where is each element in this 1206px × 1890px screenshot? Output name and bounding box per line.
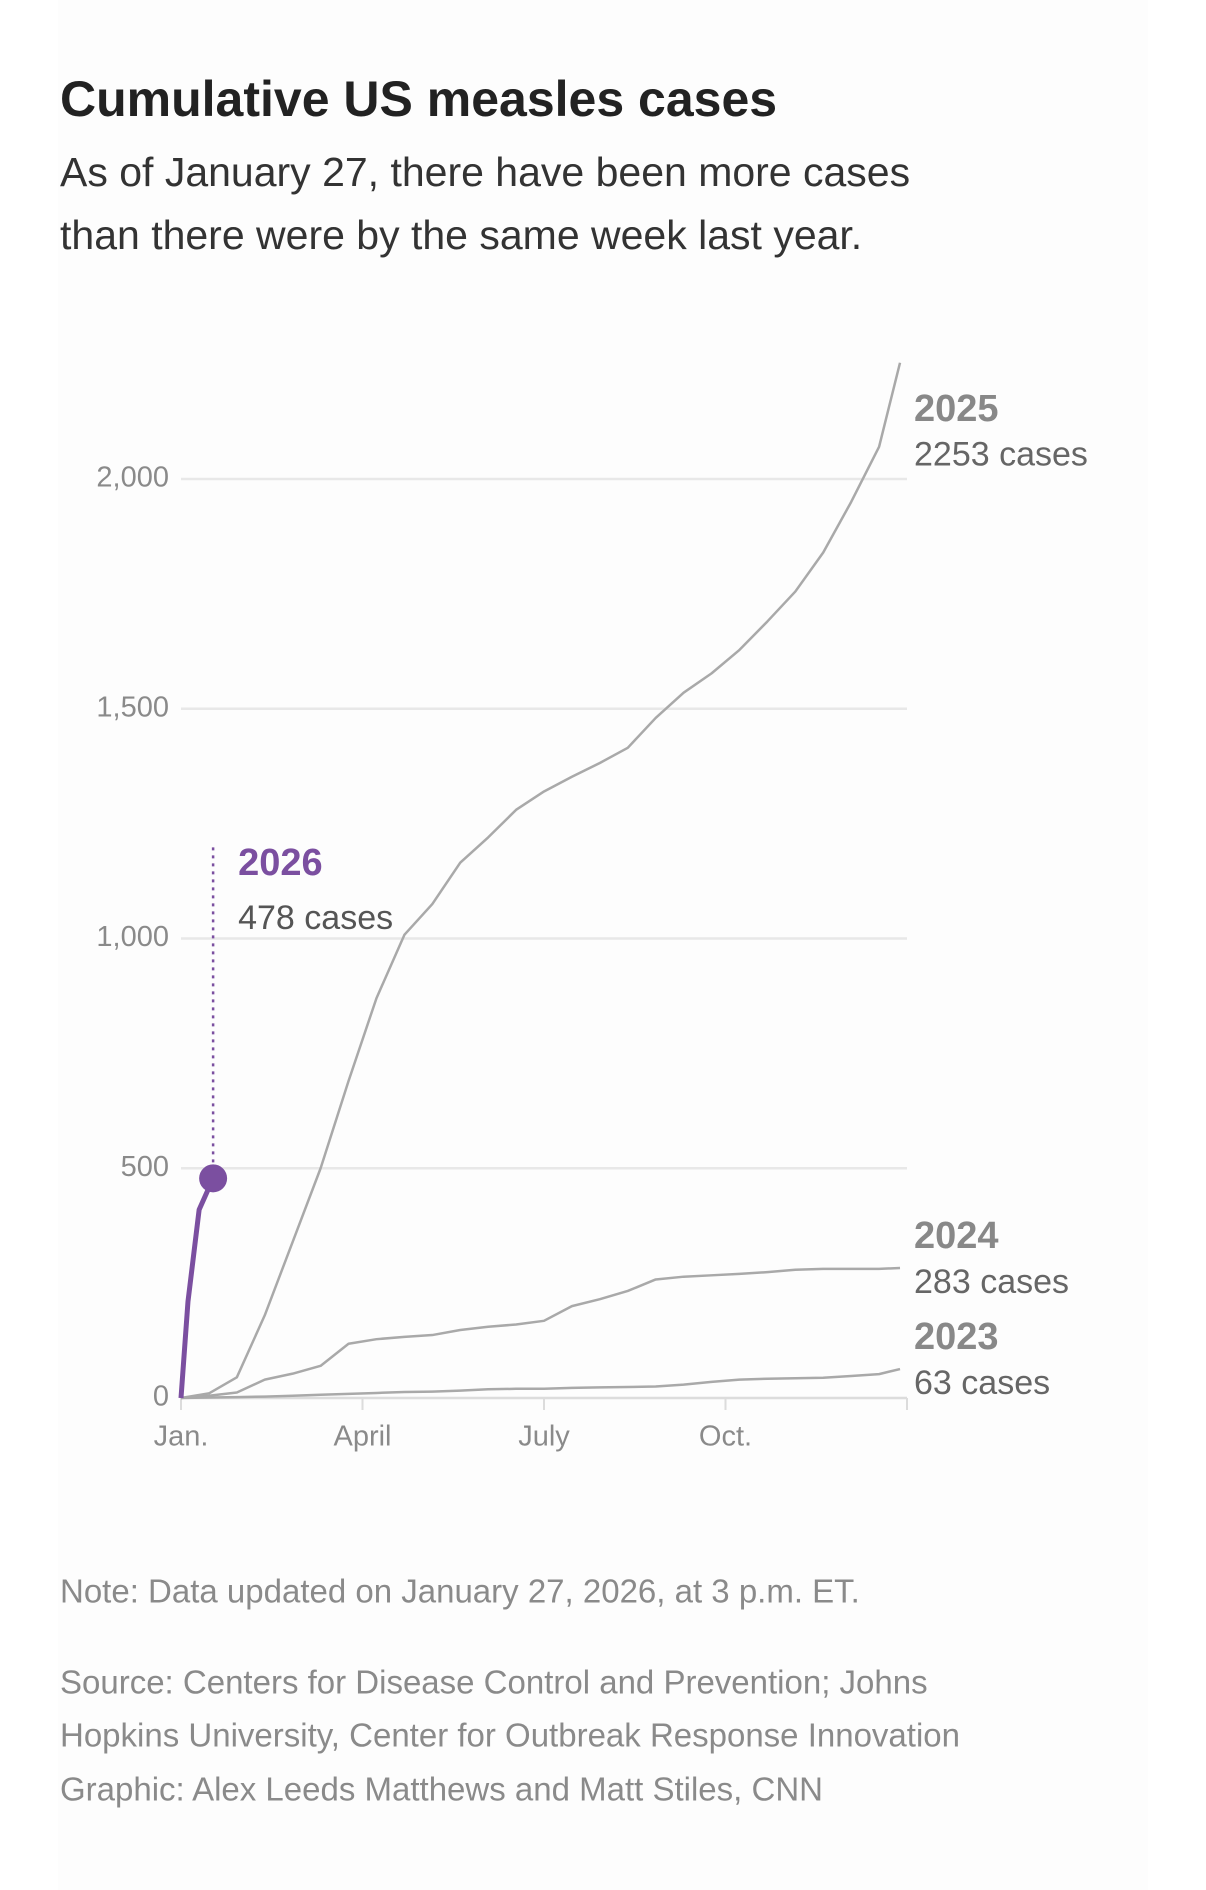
panel bbox=[58, 0, 1148, 1890]
y-tick-label: 2,000 bbox=[96, 462, 169, 494]
series-line bbox=[180, 1266, 901, 1400]
source: Source: Centers for Disease Control and … bbox=[60, 1664, 928, 1701]
chart-subtitle: than there were by the same week last ye… bbox=[60, 212, 862, 258]
x-tick-label: April bbox=[333, 1421, 391, 1453]
series-end-label: 283 cases bbox=[914, 1263, 1069, 1301]
source: Hopkins University, Center for Outbreak … bbox=[60, 1717, 960, 1754]
x-tick-label: Jan. bbox=[154, 1421, 209, 1453]
series-line bbox=[178, 1177, 216, 1399]
y-tick-label: 0 bbox=[153, 1381, 169, 1413]
series-end-label: 2253 cases bbox=[914, 436, 1088, 474]
x-tick-label: July bbox=[518, 1421, 570, 1453]
series-line bbox=[180, 362, 902, 1400]
y-tick-label: 500 bbox=[121, 1151, 169, 1183]
series-label: 2024 bbox=[914, 1215, 999, 1257]
chart-subtitle: As of January 27, there have been more c… bbox=[60, 149, 910, 195]
note: Note: Data updated on January 27, 2026, … bbox=[60, 1573, 860, 1610]
end-dot bbox=[199, 1164, 228, 1193]
series-label: 2025 bbox=[914, 388, 999, 430]
series-label: 2023 bbox=[914, 1316, 999, 1358]
series-end-label: 478 cases bbox=[238, 899, 393, 937]
series-end-label: 63 cases bbox=[914, 1364, 1050, 1402]
series-label: 2026 bbox=[238, 842, 323, 884]
x-tick-label: Oct. bbox=[699, 1421, 752, 1453]
source: Graphic: Alex Leeds Matthews and Matt St… bbox=[60, 1771, 823, 1808]
series-line bbox=[180, 1367, 901, 1400]
chart-title: Cumulative US measles cases bbox=[60, 71, 777, 127]
y-tick-label: 1,500 bbox=[96, 691, 169, 723]
y-tick-label: 1,000 bbox=[96, 921, 169, 953]
